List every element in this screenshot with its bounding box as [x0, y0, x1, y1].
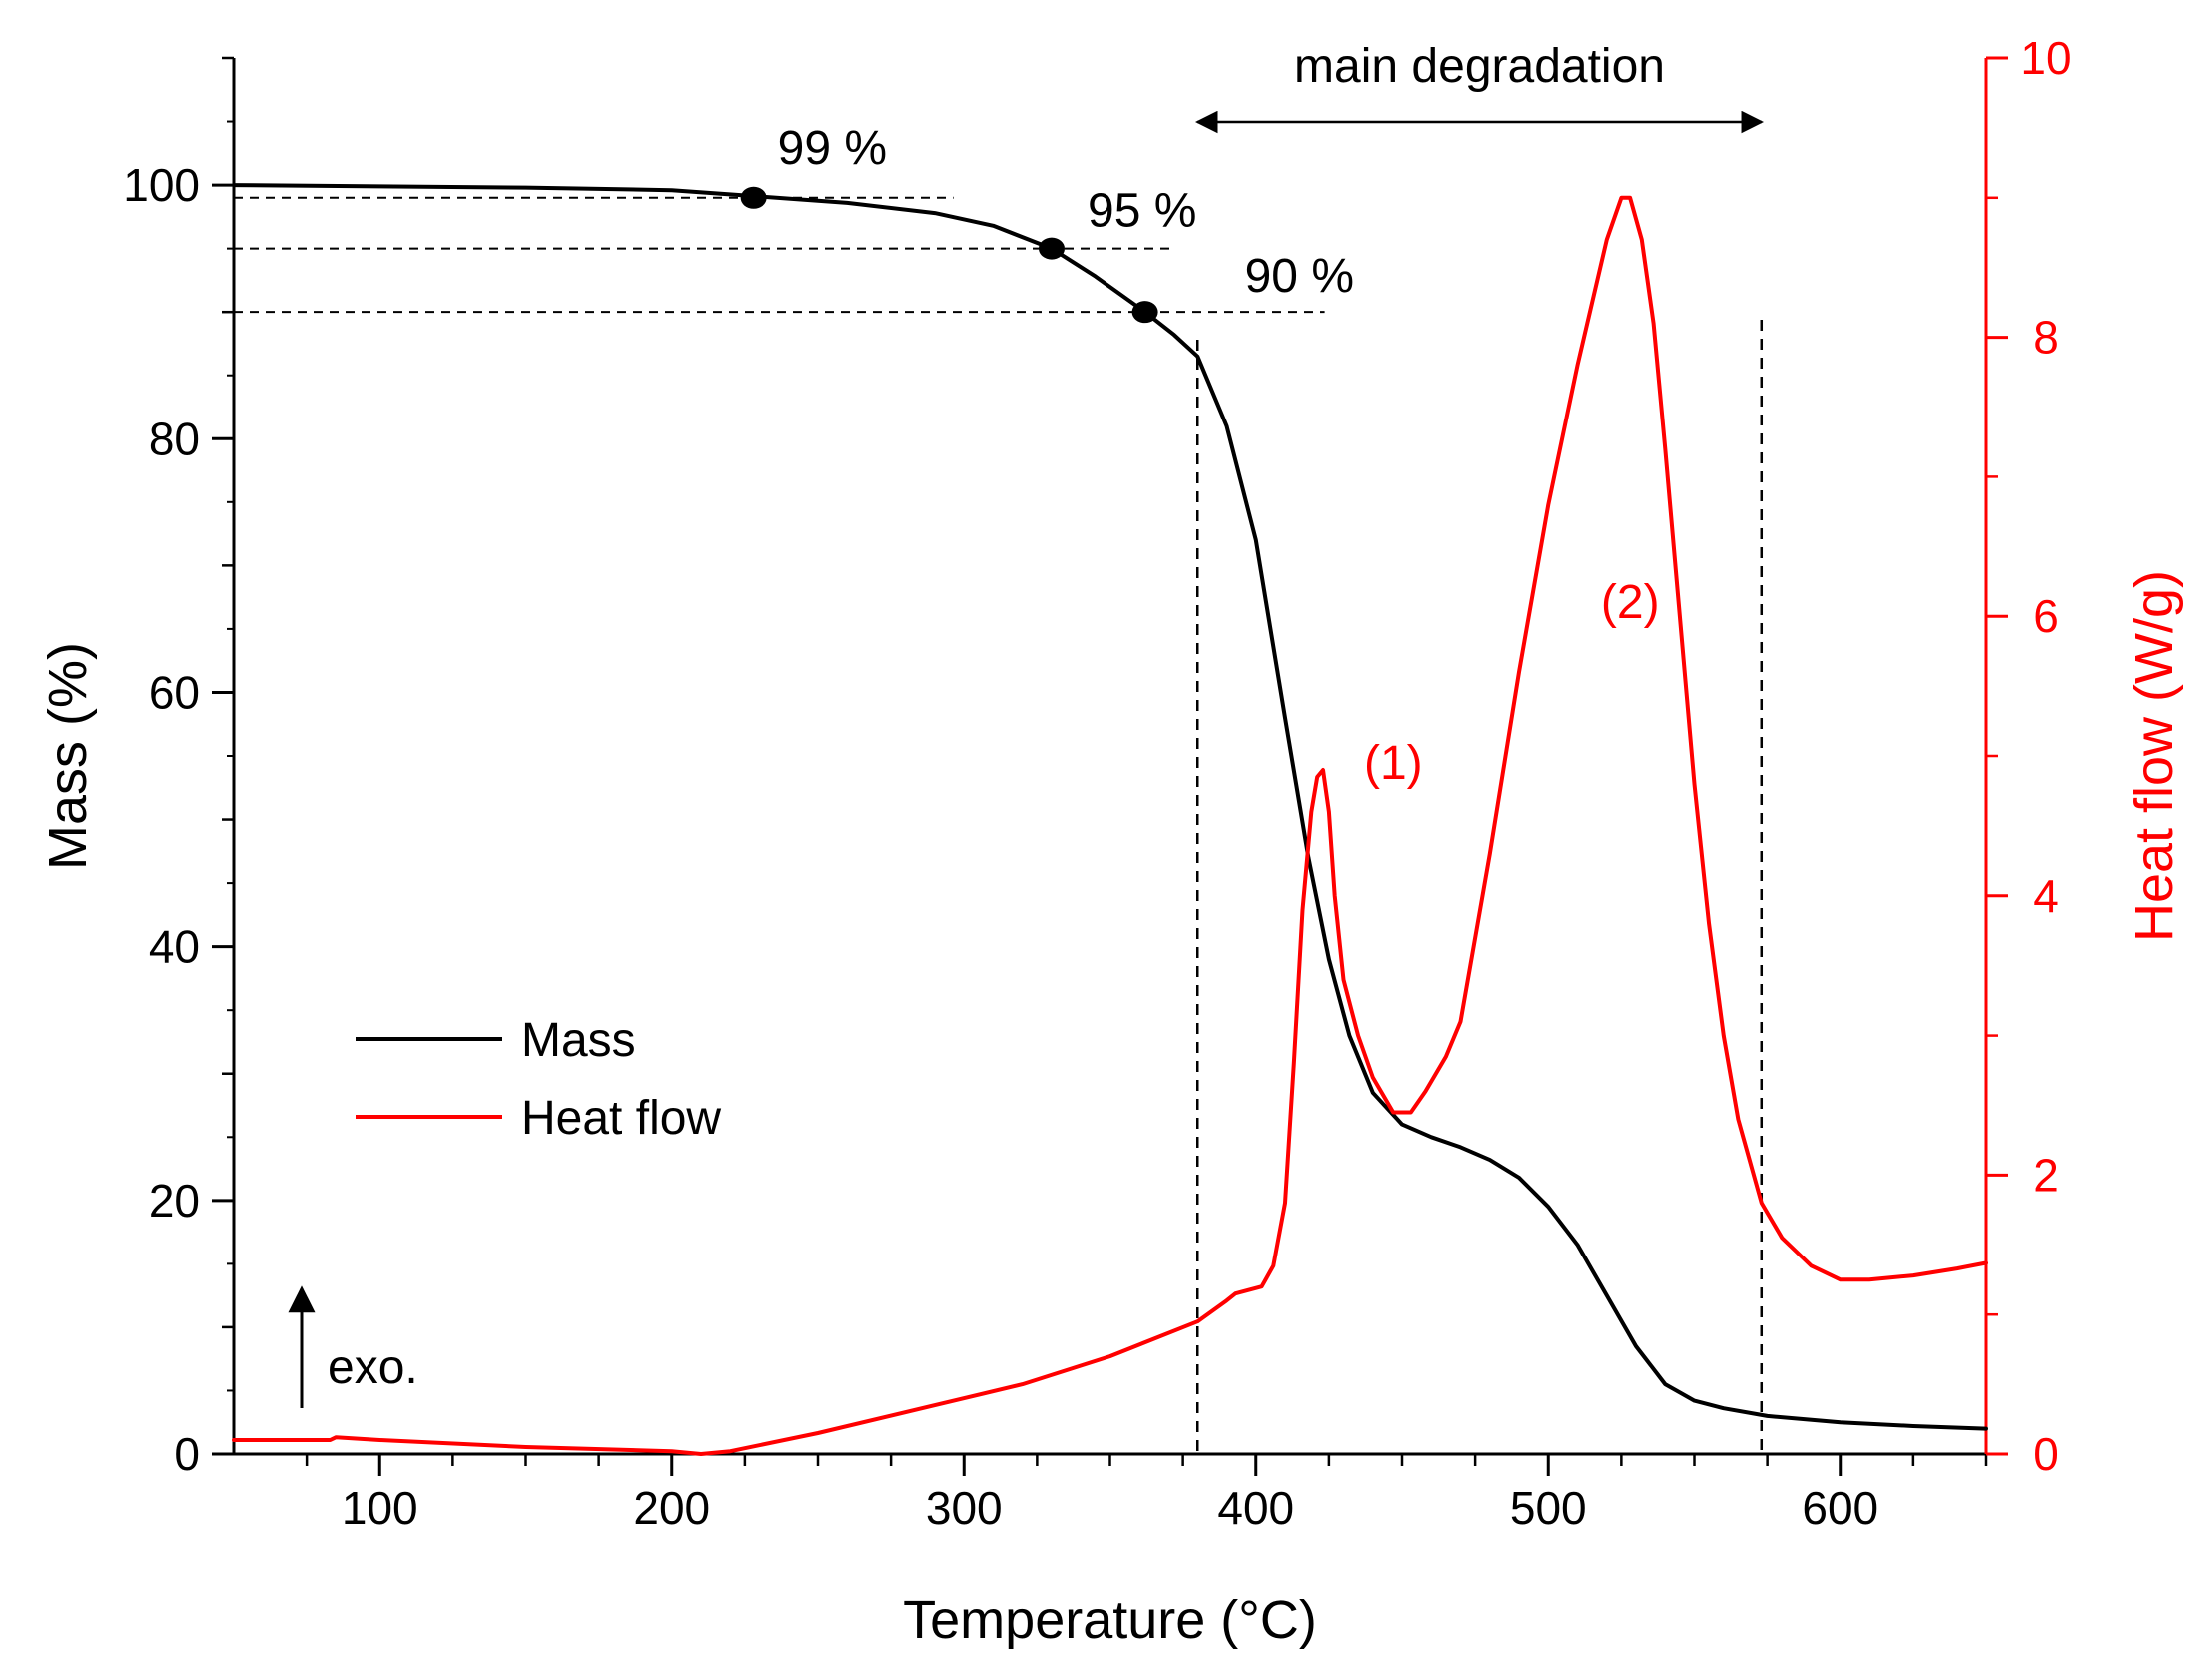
- mass-marker-dot: [1131, 301, 1158, 324]
- series-line-heat-flow: [232, 195, 1988, 1456]
- axes: 100 200 300 400 500 600 0 20 40 60 80 100 0 2 4 6 8 10 Tem…: [38, 32, 2184, 1650]
- x-tick-label: 400: [1217, 1482, 1294, 1534]
- mass-markers: 99 % 95 % 90 %: [740, 122, 1354, 324]
- legend-label: Heat flow: [521, 1092, 721, 1145]
- y-right-tick-label: 10: [2020, 32, 2071, 84]
- x-tick-label: 200: [633, 1482, 710, 1534]
- y-right-axis-title: Heat flow (W/g): [2124, 570, 2184, 942]
- peak-label: (2): [1601, 576, 1660, 629]
- y-left-tick-label: 80: [149, 413, 200, 464]
- y-right-tick-label: 2: [2033, 1149, 2059, 1201]
- legend: Mass Heat flow: [356, 1014, 721, 1145]
- exo-label: exo.: [328, 1341, 418, 1394]
- y-right-tick-label: 0: [2033, 1428, 2059, 1480]
- x-tick-label: 300: [926, 1482, 1003, 1534]
- legend-label: Mass: [521, 1014, 636, 1067]
- y-right-tick-label: 4: [2033, 870, 2059, 922]
- y-left-tick-label: 0: [174, 1428, 200, 1480]
- mass-marker-dot: [740, 186, 767, 209]
- y-left-axis-title: Mass (%): [38, 642, 98, 870]
- y-left-tick-label: 100: [123, 159, 200, 211]
- y-right-tick-label: 6: [2033, 590, 2059, 642]
- series-line-mass: [232, 183, 1988, 1431]
- y-left-tick-label: 20: [149, 1175, 200, 1227]
- guide-lines: [234, 196, 1764, 1454]
- main-degradation-label: main degradation: [1294, 40, 1665, 93]
- x-tick-label: 100: [342, 1482, 418, 1534]
- y-left-tick-label: 40: [149, 921, 200, 973]
- x-axis-title: Temperature (°C): [903, 1590, 1317, 1650]
- mass-marker-dot: [1039, 237, 1065, 260]
- x-tick-label: 500: [1510, 1482, 1587, 1534]
- annotations: main degradation (1) (2) exo.: [288, 40, 1765, 1408]
- peak-label: (1): [1364, 737, 1423, 790]
- x-tick-label: 600: [1802, 1482, 1878, 1534]
- y-right-tick-label: 8: [2033, 312, 2059, 364]
- series-lines: [232, 183, 1988, 1456]
- mass-marker-label: 90 %: [1245, 250, 1354, 303]
- mass-marker-label: 95 %: [1088, 185, 1196, 238]
- y-left-tick-label: 60: [149, 666, 200, 718]
- mass-marker-label: 99 %: [778, 122, 887, 175]
